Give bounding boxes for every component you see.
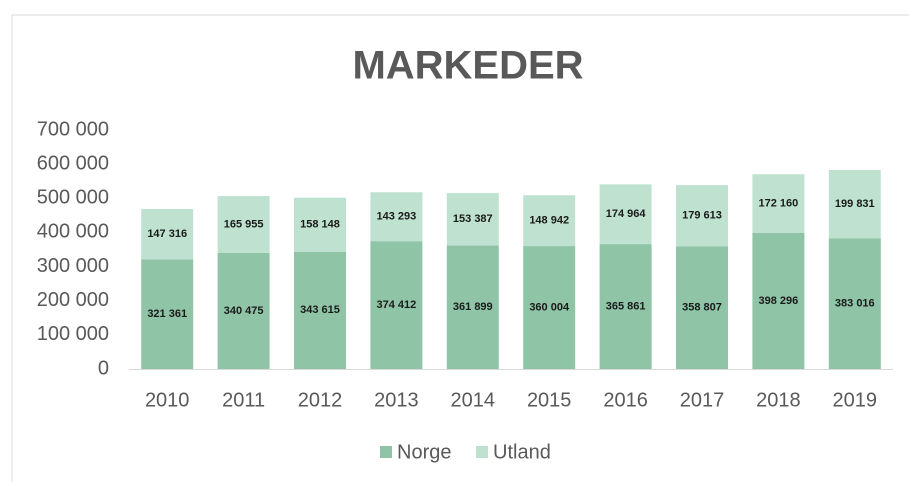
data-label: 147 316	[147, 228, 187, 240]
bar-segment	[676, 246, 728, 369]
legend-label: Utland	[493, 441, 551, 463]
y-tick-label: 600 000	[37, 152, 109, 174]
data-label: 343 615	[300, 304, 340, 316]
bar-segment	[523, 246, 576, 369]
data-label: 360 004	[529, 301, 570, 313]
x-tick-label: 2018	[756, 389, 801, 411]
bar-segment	[294, 197, 346, 252]
legend-swatch	[380, 446, 392, 458]
data-label: 321 361	[147, 308, 187, 320]
data-label: 143 293	[377, 211, 417, 223]
y-tick-label: 200 000	[37, 289, 109, 311]
data-label: 340 475	[224, 305, 264, 317]
y-tick-label: 300 000	[37, 255, 109, 277]
bar-segment	[446, 245, 499, 369]
chart-border	[11, 14, 909, 482]
y-tick-label: 0	[98, 357, 109, 379]
x-tick-label: 2015	[527, 389, 572, 411]
bar-segment	[217, 252, 270, 369]
bar-segment	[828, 238, 881, 369]
bar-segment	[599, 244, 652, 369]
bar-segment	[370, 241, 423, 369]
data-label: 165 955	[224, 218, 264, 230]
data-label: 179 613	[682, 210, 722, 222]
legend-label: Norge	[397, 441, 451, 463]
data-label: 172 160	[759, 198, 799, 210]
bar-segment	[676, 185, 728, 247]
x-tick-label: 2019	[833, 389, 878, 411]
legend-swatch	[476, 446, 488, 458]
chart-title: MARKEDER	[352, 44, 583, 88]
bar-segment	[446, 193, 499, 246]
x-tick-label: 2011	[222, 389, 265, 411]
bar-segment	[141, 259, 194, 369]
data-label: 365 861	[606, 300, 646, 312]
data-label: 174 964	[606, 208, 647, 220]
y-tick-label: 400 000	[37, 221, 109, 243]
data-label: 374 412	[377, 299, 417, 311]
data-label: 358 807	[682, 302, 722, 314]
bar-segment	[141, 208, 194, 260]
y-tick-label: 700 000	[37, 118, 109, 140]
data-label: 398 296	[759, 295, 799, 307]
data-label: 383 016	[835, 298, 875, 310]
y-tick-label: 500 000	[37, 187, 109, 209]
bar-segment	[599, 184, 652, 245]
x-tick-label: 2010	[145, 389, 190, 411]
bar-segment	[294, 251, 346, 369]
x-tick-label: 2013	[374, 389, 419, 411]
data-label: 199 831	[835, 198, 875, 210]
bar-segment	[752, 233, 805, 369]
y-tick-label: 100 000	[37, 323, 109, 345]
x-tick-label: 2016	[603, 389, 648, 411]
data-label: 361 899	[453, 301, 493, 313]
data-label: 153 387	[453, 213, 493, 225]
x-tick-label: 2014	[451, 389, 496, 411]
bar-segment	[217, 196, 270, 253]
bar-segment	[370, 192, 423, 242]
data-label: 148 942	[529, 215, 569, 227]
bar-segment	[828, 169, 881, 239]
bar-segment	[752, 174, 805, 234]
x-tick-label: 2017	[680, 389, 725, 411]
x-tick-label: 2012	[298, 389, 343, 411]
bar-segment	[523, 195, 576, 247]
data-label: 158 148	[300, 219, 340, 231]
